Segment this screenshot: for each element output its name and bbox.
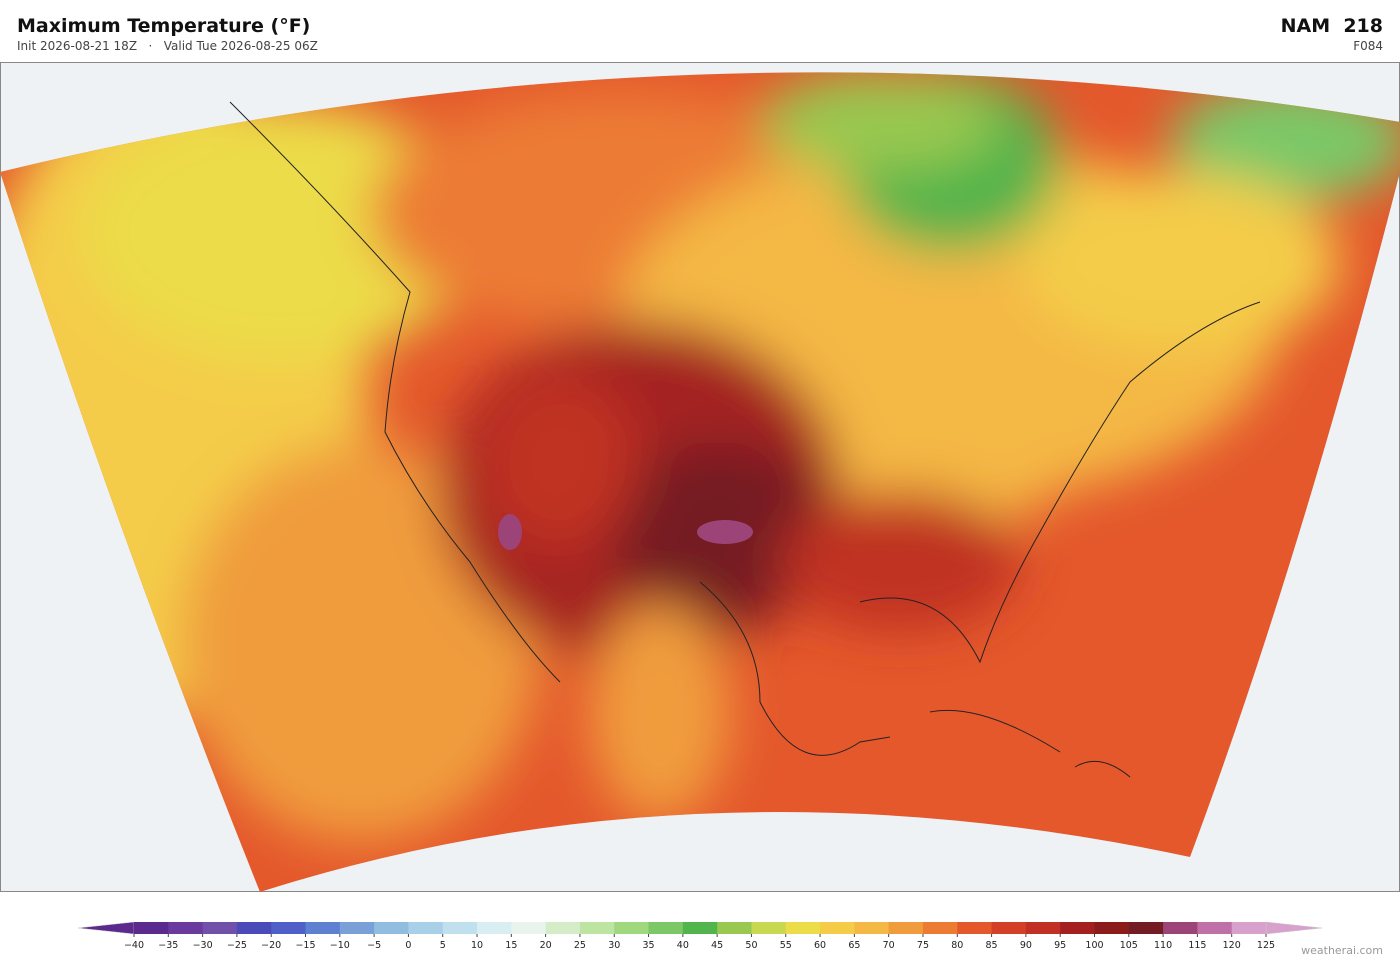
colorbar-tick-label: −20 (261, 940, 281, 951)
colorbar-tick-label: 115 (1188, 940, 1206, 951)
colorbar-swatch (1163, 922, 1198, 934)
colorbar-tick-label: −30 (193, 940, 213, 951)
map (0, 62, 1400, 892)
colorbar-tick-label: 35 (642, 940, 654, 951)
colorbar-tick-label: 95 (1054, 940, 1066, 951)
colorbar-tick-label: 0 (405, 940, 411, 951)
credit: weatherai.com (1301, 944, 1383, 957)
colorbar-swatch (477, 922, 512, 934)
colorbar-tick-label: 100 (1085, 940, 1103, 951)
temperature-field (0, 72, 1400, 892)
colorbar-swatch (1025, 922, 1061, 934)
colorbar-swatch (888, 922, 924, 934)
colorbar-tick-label: −15 (295, 940, 315, 951)
colorbar-swatch (682, 922, 718, 934)
colorbar-swatch (579, 922, 615, 934)
colorbar-swatch (1128, 922, 1164, 934)
colorbar-tick-label: 125 (1257, 940, 1275, 951)
colorbar-tick-label: −10 (330, 940, 350, 951)
colorbar-tick-label: 50 (745, 940, 757, 951)
colorbar-tick-label: 55 (780, 940, 792, 951)
forecast-hour: F084 (1353, 39, 1383, 53)
title: Maximum Temperature (°F) (17, 15, 311, 37)
colorbar-swatch (922, 922, 958, 934)
colorbar-tick-label: 30 (608, 940, 620, 951)
colorbar-swatch (991, 922, 1027, 934)
colorbar-tick-label: 15 (505, 940, 517, 951)
model: NAM 218 (1280, 15, 1383, 37)
colorbar-tick-label: 90 (1020, 940, 1032, 951)
colorbar-swatch (957, 922, 993, 934)
subtitle: Init 2026-08-21 18Z · Valid Tue 2026-08-… (17, 39, 318, 53)
colorbar: −40 −35 −30 −25 −20 −15 −10 −5 0 5 10 15 20 25 30 35 40 4… (77, 921, 1323, 951)
colorbar-tick-label: −35 (158, 940, 178, 951)
colorbar-tick-label: 60 (814, 940, 826, 951)
colorbar-swatch (271, 922, 307, 934)
colorbar-tick-label: 65 (848, 940, 860, 951)
colorbar-swatch (1231, 922, 1267, 934)
colorbar-swatch (854, 922, 890, 934)
colorbar-swatch (820, 922, 855, 934)
colorbar-swatch (202, 922, 238, 934)
colorbar-tick-label: 5 (440, 940, 446, 951)
colorbar-tick-label: 80 (951, 940, 963, 951)
colorbar-tick-label: −25 (227, 940, 247, 951)
colorbar-tick-label: 45 (711, 940, 723, 951)
colorbar-tick-label: −40 (124, 940, 144, 951)
coastlines (229, 101, 1261, 778)
colorbar-tick-label: 75 (917, 940, 929, 951)
colorbar-swatch (442, 922, 478, 934)
colorbar-tick-label: 110 (1154, 940, 1172, 951)
colorbar-tick-label: 10 (471, 940, 483, 951)
colorbar-swatch (339, 922, 375, 934)
colorbar-swatch (168, 922, 204, 934)
colorbar-swatch (374, 922, 409, 934)
colorbar-tick-label: 25 (574, 940, 586, 951)
colorbar-extend-low (77, 921, 135, 935)
colorbar-swatch (236, 922, 272, 934)
colorbar-swatch (717, 922, 752, 934)
colorbar-tick-label: 105 (1120, 940, 1138, 951)
colorbar-swatch (751, 922, 787, 934)
colorbar-extend-high (1265, 921, 1323, 935)
colorbar-swatch (134, 922, 169, 934)
colorbar-swatch (545, 922, 581, 934)
colorbar-tick-label: 120 (1223, 940, 1241, 951)
colorbar-swatch (511, 922, 547, 934)
colorbar-swatch (614, 922, 650, 934)
colorbar-tick-label: −5 (367, 940, 381, 951)
colorbar-swatch (1094, 922, 1130, 934)
colorbar-tick-label: 40 (677, 940, 689, 951)
colorbar-tick-label: 70 (883, 940, 895, 951)
colorbar-swatch (1197, 922, 1233, 934)
colorbar-swatch (408, 922, 444, 934)
colorbar-swatch (1060, 922, 1095, 934)
colorbar-swatch (305, 922, 341, 934)
colorbar-swatch (648, 922, 684, 934)
colorbar-swatch (785, 922, 821, 934)
colorbar-tick-label: 20 (540, 940, 552, 951)
colorbar-tick-label: 85 (986, 940, 998, 951)
